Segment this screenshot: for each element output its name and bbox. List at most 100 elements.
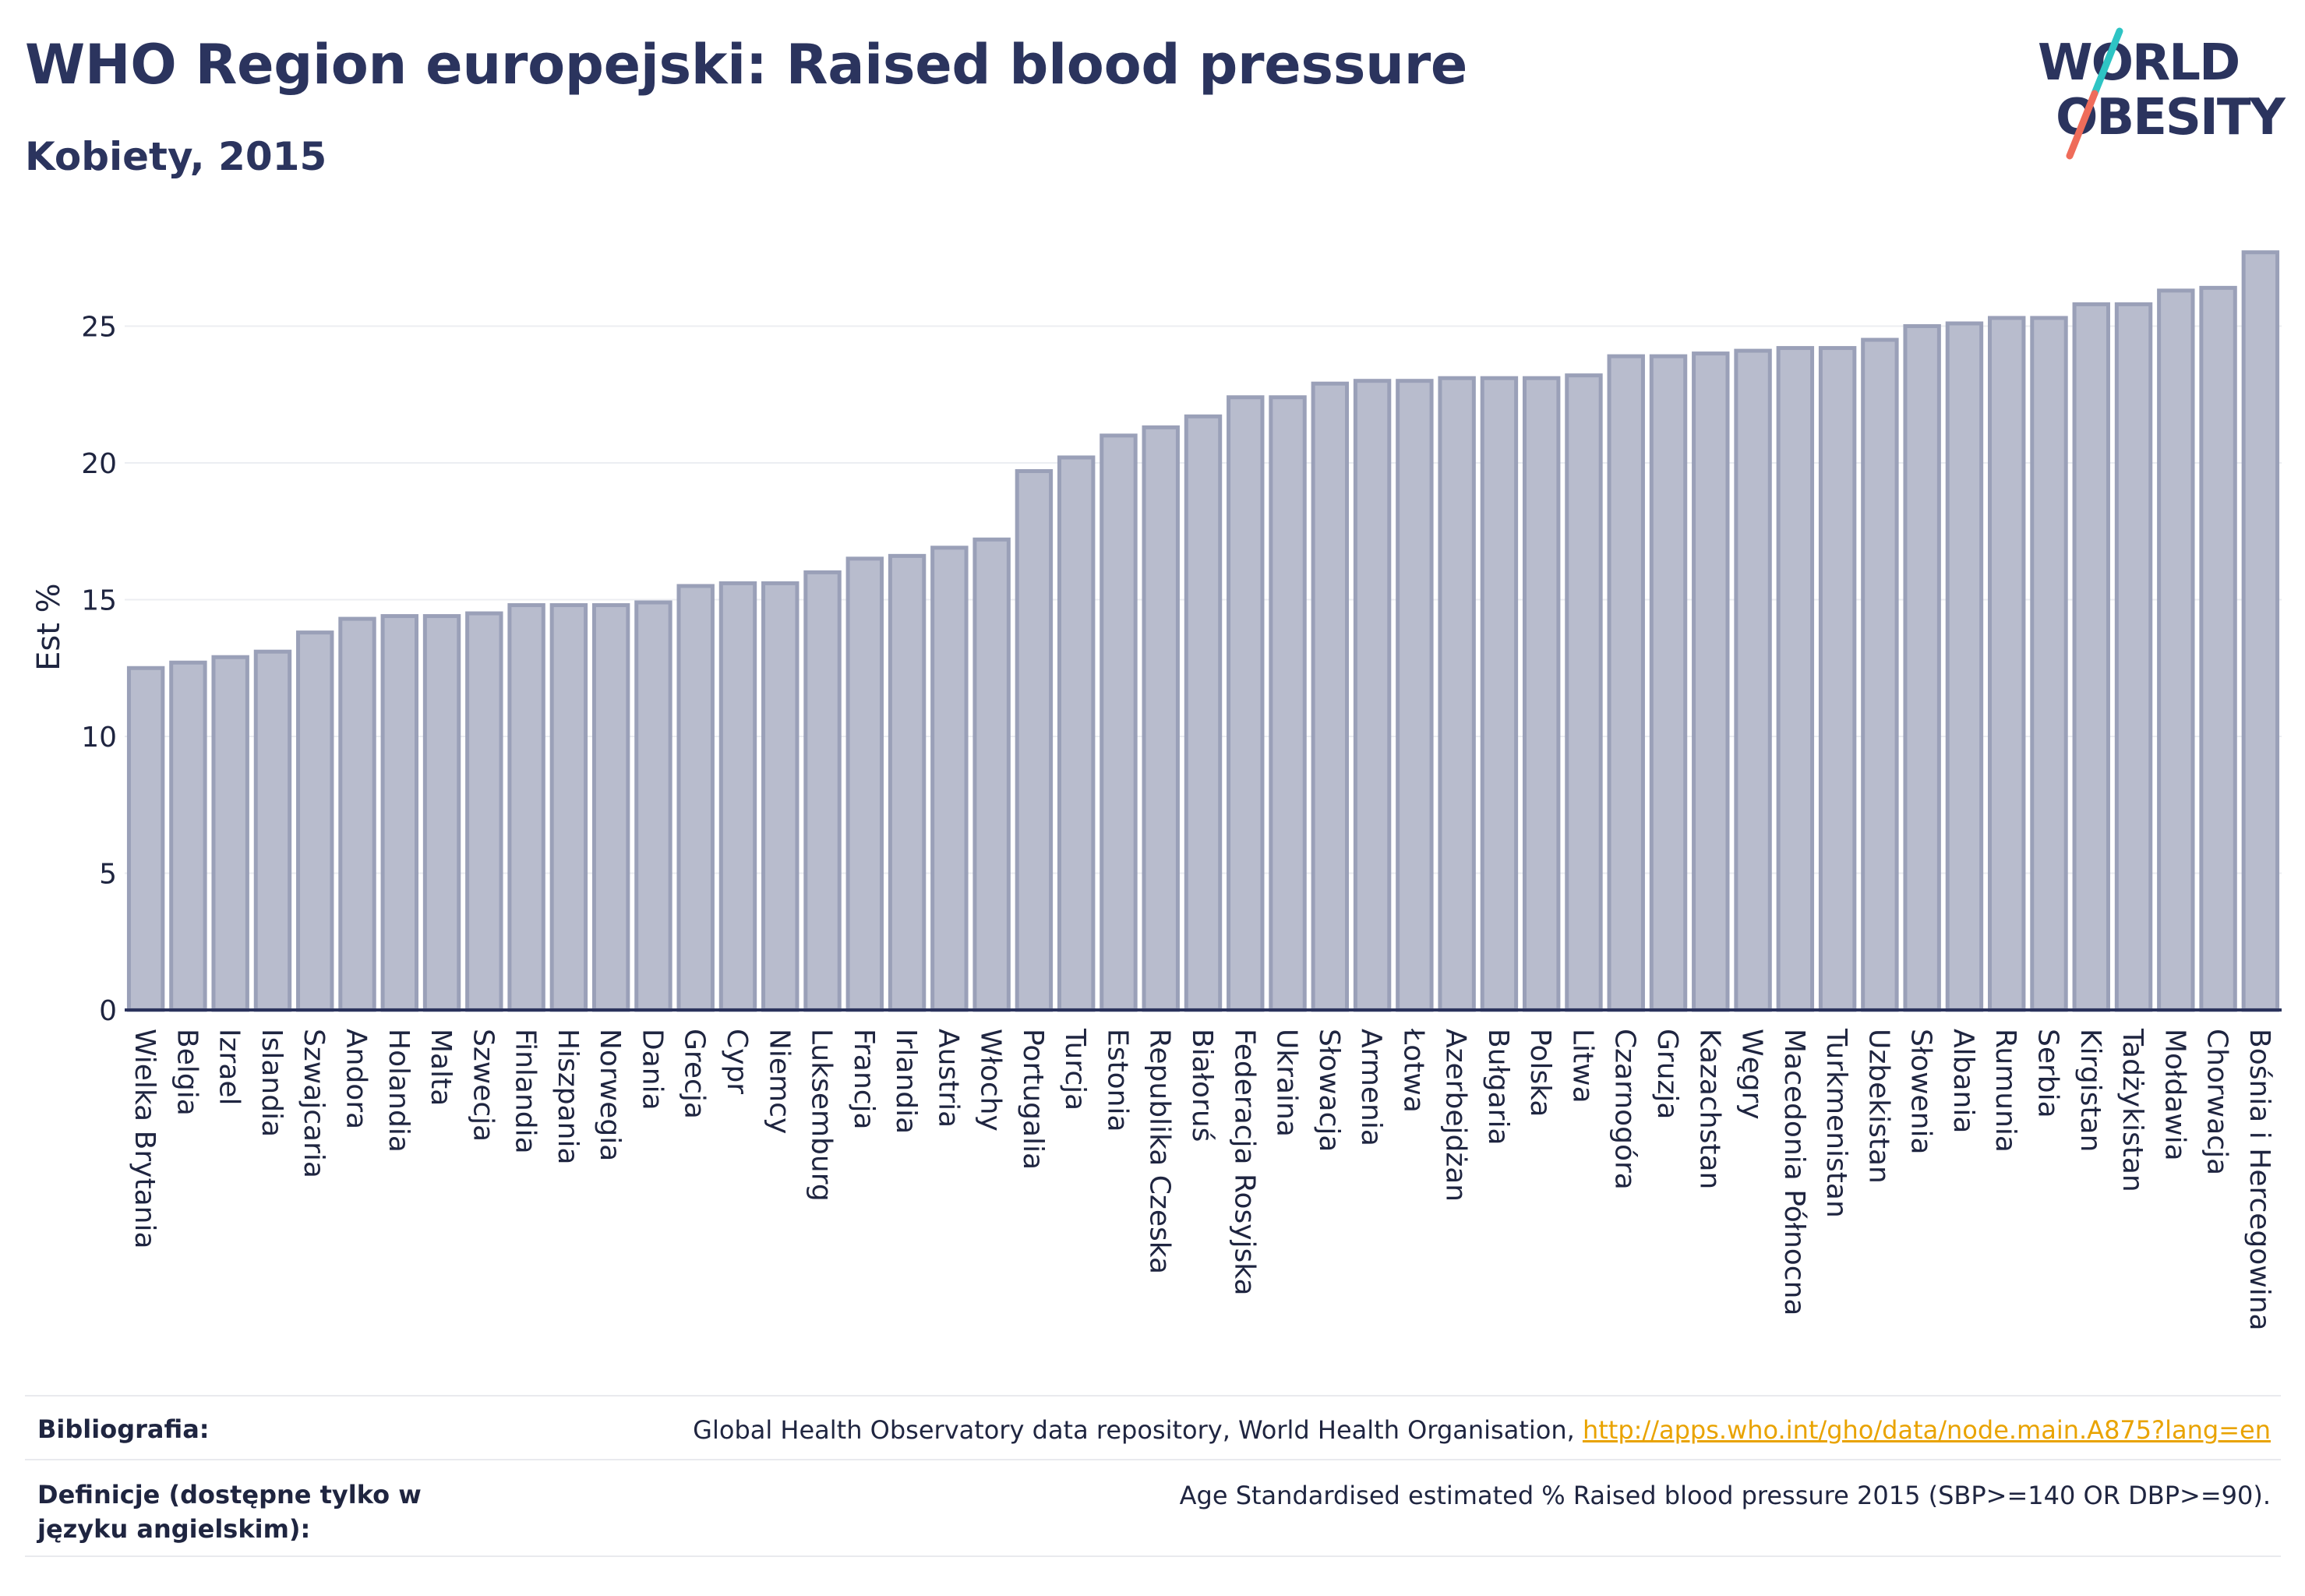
page-title: WHO Region europejski: Raised blood pres… <box>25 33 1468 97</box>
x-tick-label: Belgia <box>171 1029 203 1116</box>
y-tick-label: 20 <box>81 448 117 480</box>
x-tick-label: Kirgistan <box>2074 1029 2106 1152</box>
x-tick-label: Islandia <box>256 1029 288 1137</box>
bibliography-label: Bibliografia: <box>37 1414 210 1444</box>
logo-slash-teal <box>2091 27 2123 97</box>
bar-chart: 0 5 10 15 20 25 Est % Wielka Brytania Belgia Izra… <box>31 250 2282 1331</box>
x-tick-label: Tadżykistan <box>2116 1028 2148 1192</box>
x-tick-label: Andora <box>341 1029 372 1129</box>
y-tick-label: 15 <box>81 585 117 617</box>
x-tick-label: Turcja <box>1059 1028 1091 1110</box>
x-tick-label: Niemcy <box>763 1029 795 1134</box>
bar <box>1142 425 1180 1012</box>
bar <box>1522 376 1561 1012</box>
bar <box>338 616 376 1012</box>
bar <box>1269 395 1307 1012</box>
x-tick-label: Grecja <box>679 1029 711 1119</box>
x-tick-label: Norwegia <box>594 1029 626 1161</box>
x-tick-label: Bułgaria <box>1482 1029 1514 1146</box>
y-tick-label: 5 <box>99 859 117 891</box>
x-tick-label: Szwecja <box>467 1029 499 1142</box>
bar <box>1945 321 1984 1012</box>
x-tick-label: Federacja Rosyjska <box>1228 1029 1260 1296</box>
bar <box>803 570 842 1012</box>
bar <box>1649 354 1688 1012</box>
bar <box>2199 285 2237 1012</box>
logo-slash-coral <box>2066 90 2099 160</box>
x-tick-label: Austria <box>932 1029 964 1128</box>
bar <box>2072 302 2110 1012</box>
x-tick-label: Albania <box>1947 1029 1979 1133</box>
bar <box>1100 433 1138 1012</box>
bar <box>1227 395 1265 1012</box>
bar <box>2114 302 2153 1012</box>
x-tick-label: Litwa <box>1566 1029 1598 1103</box>
world-obesity-logo[interactable]: WORLD OBESITY <box>2034 23 2291 164</box>
bar <box>507 603 545 1012</box>
footer-divider-bottom <box>25 1555 2281 1557</box>
bar <box>930 546 969 1012</box>
x-tick-label: Republika Czeska <box>1144 1029 1176 1274</box>
bar <box>2241 250 2280 1012</box>
bar <box>1607 354 1645 1012</box>
x-tick-label: Włochy <box>975 1029 1007 1132</box>
x-tick-label: Polska <box>1524 1029 1556 1117</box>
y-tick-label: 10 <box>81 722 117 754</box>
bar <box>549 603 588 1012</box>
x-tick-label: Luksemburg <box>806 1029 838 1202</box>
bar <box>1396 379 1434 1012</box>
bar <box>1480 376 1519 1012</box>
x-tick-label: Holandia <box>383 1029 415 1153</box>
bibliography-link[interactable]: http://apps.who.int/gho/data/node.main.A… <box>1582 1415 2271 1445</box>
bar <box>1438 376 1476 1012</box>
bar <box>972 537 1011 1012</box>
bar <box>1015 469 1054 1012</box>
x-tick-label: Szwajcaria <box>298 1029 330 1178</box>
x-tick-label: Mołdawia <box>2159 1029 2190 1161</box>
bar <box>1988 316 2026 1012</box>
definitions-text: Age Standardised estimated % Raised bloo… <box>1179 1481 2271 1510</box>
x-tick-label: Bośnia i Hercegowina <box>2243 1029 2275 1331</box>
x-tick-label: Portugalia <box>1017 1029 1049 1170</box>
footer-divider-top <box>25 1395 2281 1396</box>
bar <box>1903 324 1941 1012</box>
bar <box>169 660 207 1012</box>
x-tick-label: Słowenia <box>1905 1029 1937 1155</box>
x-tick-label: Malta <box>425 1029 457 1106</box>
x-tick-label: Uzbekistan <box>1862 1029 1894 1184</box>
bibliography-source: Global Health Observatory data repositor… <box>693 1415 1583 1445</box>
bar <box>422 614 461 1012</box>
x-tick-label: Finlandia <box>510 1029 542 1154</box>
bar <box>2157 288 2195 1012</box>
page-subtitle: Kobiety, 2015 <box>25 134 327 179</box>
x-tick-label: Macedonia Północna <box>1778 1029 1810 1315</box>
bar <box>126 666 165 1012</box>
x-tick-label: Kazachstan <box>1693 1029 1725 1189</box>
bar <box>1353 379 1392 1012</box>
x-tick-label: Hiszpania <box>552 1029 584 1165</box>
x-tick-label: Serbia <box>2031 1029 2063 1118</box>
x-tick-label: Dania <box>636 1029 668 1110</box>
bar <box>1565 373 1603 1012</box>
bar <box>380 614 418 1012</box>
bar <box>2030 316 2068 1012</box>
bar <box>591 603 630 1012</box>
x-tick-label: Wielka Brytania <box>129 1029 161 1249</box>
bar <box>1818 346 1857 1012</box>
bar <box>253 649 292 1012</box>
x-tick-label: Cypr <box>721 1029 753 1094</box>
bar <box>718 581 757 1012</box>
bar <box>845 556 884 1012</box>
bar <box>1861 337 1899 1012</box>
y-tick-label: 0 <box>99 995 117 1027</box>
bar <box>1692 351 1730 1012</box>
x-tick-label: Słowacja <box>1313 1029 1345 1152</box>
bar <box>211 655 249 1012</box>
x-tick-label: Łotwa <box>1397 1028 1429 1113</box>
bar <box>676 584 715 1012</box>
x-tick-label: Francja <box>848 1029 880 1130</box>
footer-divider-middle <box>25 1459 2281 1460</box>
x-tick-label: Chorwacja <box>2201 1029 2233 1175</box>
bar <box>296 630 334 1012</box>
x-tick-label: Irlandia <box>890 1029 922 1134</box>
